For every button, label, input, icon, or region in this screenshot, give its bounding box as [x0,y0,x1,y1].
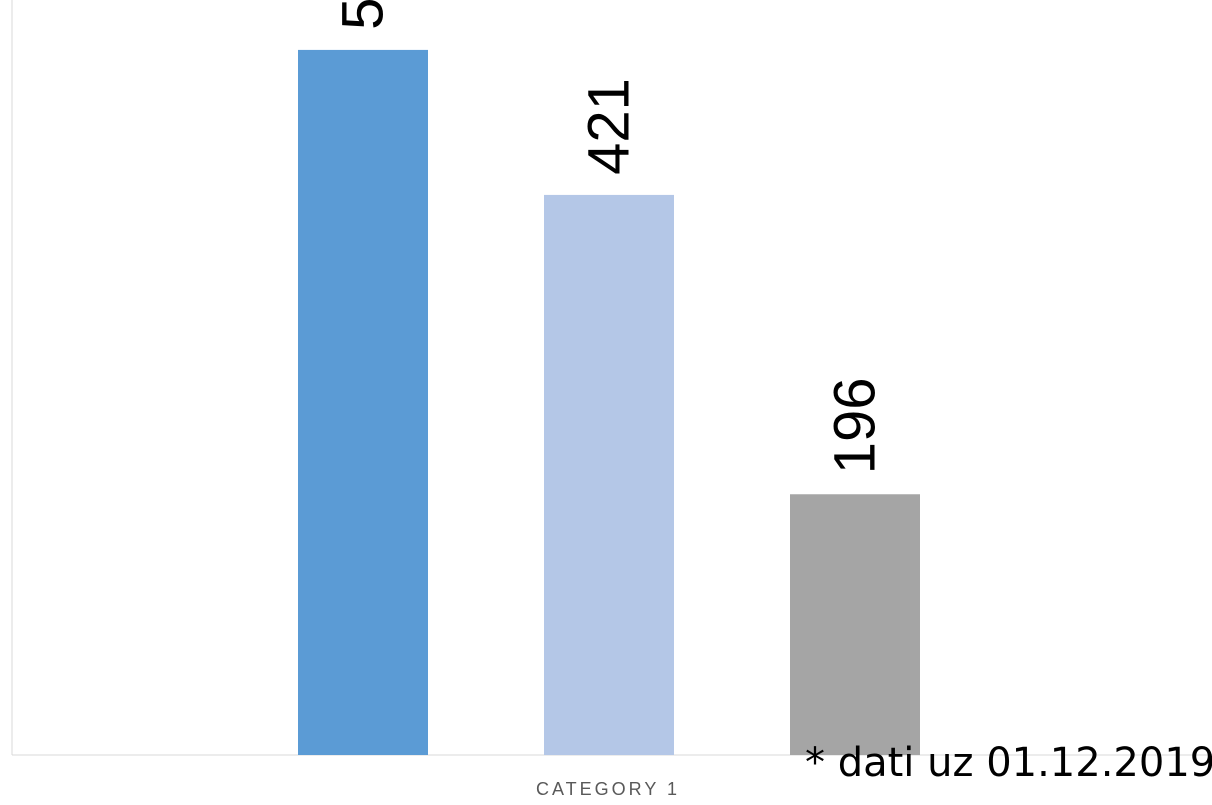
footnote: * dati uz 01.12.2019. [805,740,1212,786]
bar-3-value-label: 196 [823,377,888,474]
bar-3 [790,494,920,755]
bar-1 [298,49,428,756]
bar-2 [544,194,674,755]
data-labels-group: 53 421 196 [331,0,888,474]
category-tick-label: CATEGORY 1 [536,779,680,799]
bars-group [298,49,920,756]
bar-1-value-label: 53 [331,0,396,30]
bar-2-value-label: 421 [577,78,642,175]
